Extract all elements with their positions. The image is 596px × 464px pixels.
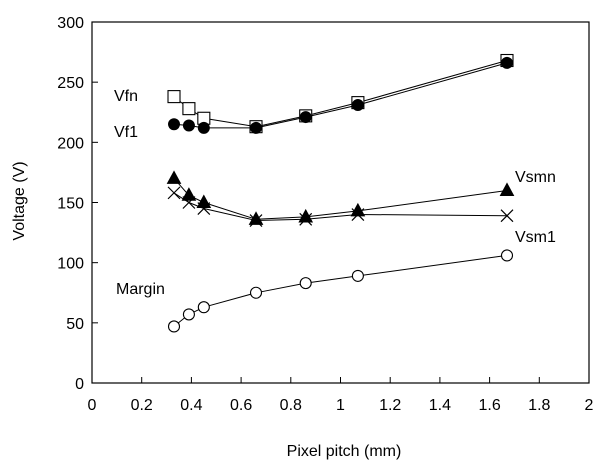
series-vfn — [167, 53, 514, 134]
data-point — [299, 277, 312, 290]
data-point — [351, 208, 365, 221]
x-tick-label: 0.6 — [230, 397, 252, 414]
plot-frame — [91, 21, 590, 384]
series-label-vsmn: Vsmn — [515, 169, 556, 186]
data-point — [197, 121, 210, 134]
data-point — [182, 102, 196, 116]
data-point — [182, 308, 195, 321]
series-group — [166, 53, 515, 333]
y-tick-label: 0 — [75, 376, 84, 393]
series-line — [173, 254, 508, 327]
x-tick-label: 1.4 — [429, 397, 451, 414]
data-point — [249, 214, 263, 227]
data-point — [166, 170, 182, 184]
x-tick-label: 1 — [336, 397, 345, 414]
series-label-vsm1: Vsm1 — [515, 229, 556, 246]
y-tick-label: 50 — [66, 316, 84, 333]
series-label-vf1: Vf1 — [114, 124, 138, 141]
data-point — [249, 286, 263, 299]
series-vf1 — [168, 56, 513, 134]
data-point — [299, 212, 313, 226]
y-tick-label: 200 — [57, 135, 84, 152]
y-tick-label: 100 — [57, 256, 84, 273]
x-tick-label: 0.4 — [180, 397, 202, 414]
x-tick-label: 2 — [585, 397, 594, 414]
data-point — [499, 182, 515, 196]
data-point — [299, 111, 312, 124]
series-label-vfn: Vfn — [114, 88, 138, 105]
y-tick-label: 300 — [57, 15, 84, 32]
plot-area — [91, 21, 590, 384]
data-point — [500, 209, 514, 223]
x-tick-label: 0.8 — [280, 397, 302, 414]
x-tick-label: 1.2 — [379, 397, 401, 414]
data-point — [167, 186, 181, 200]
data-point — [182, 196, 196, 209]
x-tick-label: 1.6 — [478, 397, 500, 414]
data-point — [248, 211, 264, 225]
y-tick-label: 150 — [57, 196, 84, 213]
y-axis-label: Voltage (V) — [11, 161, 28, 240]
data-point — [168, 118, 181, 131]
y-axis-ticks: 0 50 100 150 200 250 300 — [57, 15, 98, 393]
series-vsm1 — [167, 186, 514, 227]
x-tick-label: 0.2 — [131, 397, 153, 414]
series-label-margin: Margin — [116, 281, 165, 298]
data-point — [197, 202, 211, 215]
x-axis-ticks: 0 0.2 0.4 0.6 0.8 1 1.2 1.4 1.6 1.8 2 — [88, 377, 594, 414]
data-point — [351, 269, 364, 282]
data-point — [250, 121, 263, 134]
series-line — [173, 60, 508, 128]
x-tick-label: 0 — [88, 397, 97, 414]
series-line — [173, 62, 508, 129]
data-point — [196, 194, 212, 208]
data-point — [182, 119, 195, 132]
data-point — [500, 249, 514, 262]
data-point — [351, 99, 364, 112]
data-point — [197, 301, 210, 314]
series-margin — [167, 249, 514, 333]
data-point — [181, 187, 197, 201]
data-point — [350, 202, 366, 217]
data-point — [500, 56, 513, 69]
data-point — [167, 90, 181, 104]
x-axis-label: Pixel pitch (mm) — [287, 443, 402, 460]
y-tick-label: 250 — [57, 75, 84, 92]
data-point — [167, 320, 181, 333]
x-tick-label: 1.8 — [528, 397, 550, 414]
